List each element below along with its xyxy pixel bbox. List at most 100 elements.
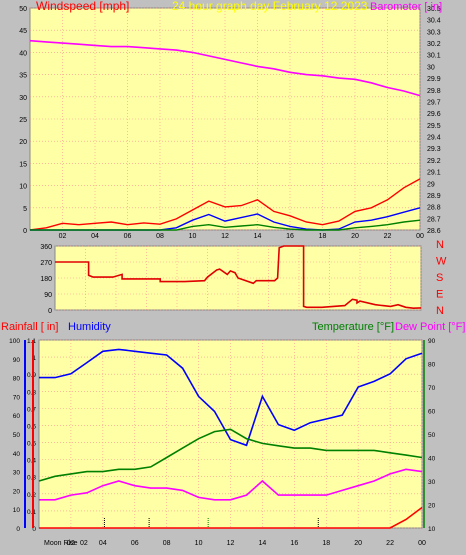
wind-x-tick-label: 08 [156,233,164,240]
wind-y-tick-label: 10 [19,184,27,191]
wind-x-tick-label: 10 [189,233,197,240]
temperature-series-line [38,428,423,482]
temperature-y-tick-label: 80 [428,362,436,369]
temperature-y-tick-label: 90 [428,338,436,345]
barometer-y-tick-label: 30.2 [427,41,441,48]
temp-x-tick-label: 16 [290,540,298,547]
temp-x-tick-label: 04 [99,540,107,547]
humidity-y-tick-label: 20 [13,488,21,495]
temperature-y-tick-label: 20 [428,503,436,510]
moon-first-tick-label: 02 [80,540,88,547]
compass-direction-label: W [436,256,447,268]
barometer-y-tick-label: 30.1 [427,53,441,60]
wind-x-tick-label: 02 [59,233,67,240]
wind-x-tick-label: 22 [384,233,392,240]
wind-y-tick-label: 25 [19,117,27,124]
rainfall-y-tick-label: 0.9 [27,372,36,379]
rainfall-series-line [39,506,423,529]
direction-y-tick-label: 180 [40,276,52,283]
wind-y-tick-label: 0 [23,228,27,235]
barometer-y-tick-label: 29.7 [427,99,441,106]
direction-y-tick-label: 360 [40,244,52,251]
wind-x-tick-label: 20 [351,233,359,240]
compass-direction-label: E [436,289,443,301]
barometer-y-tick-label: 29.5 [427,123,441,130]
temp-x-tick-label: 06 [131,540,139,547]
temp-x-tick-label: 20 [354,540,362,547]
rainfall-y-tick-label: 0.2 [27,492,36,499]
gust-series-line [29,178,421,231]
humidity-y-tick-label: 30 [13,470,21,477]
wind-y-tick-label: 15 [19,161,27,168]
compass-direction-label: S [436,272,443,284]
temp-x-tick-label: 10 [195,540,203,547]
wind-y-tick-label: 30 [19,95,27,102]
barometer-y-tick-label: 29.8 [427,88,441,95]
dewpoint-series-line [39,468,423,501]
temperature-y-tick-label: 10 [428,526,436,533]
wind-x-tick-label: 04 [91,233,99,240]
humidity-axis-title: Humidity [68,321,111,333]
barometer-y-tick-label: 29.6 [427,111,441,118]
barometer-y-tick-label: 30.5 [427,6,441,13]
barometer-y-tick-label: 28.7 [427,216,441,223]
temperature-y-tick-label: 60 [428,409,436,416]
barometer-y-tick-label: 30.3 [427,29,441,36]
barometer-y-tick-label: 29 [427,181,435,188]
barometer-y-tick-label: 29.4 [427,135,441,142]
humidity-y-tick-label: 90 [13,357,21,364]
wind-y-tick-label: 35 [19,73,27,80]
humidity-y-tick-label: 100 [9,338,20,345]
humidity-y-tick-label: 50 [13,432,21,439]
humidity-y-tick-label: 80 [13,376,21,383]
rainfall-y-tick-label: 0.3 [27,475,36,482]
direction-y-tick-label: 90 [44,292,52,299]
axis-labels: 0510152025303540455028.628.728.828.92929… [9,6,447,547]
temperature-y-tick-label: 40 [428,456,436,463]
barometer-y-tick-label: 28.6 [427,228,441,235]
wind-x-tick-label: 06 [124,233,132,240]
temperature-y-tick-label: 50 [428,432,436,439]
humidity-y-tick-label: 60 [13,413,21,420]
wind-y-tick-label: 45 [19,28,27,35]
wind-x-tick-label: 14 [254,233,262,240]
dewpoint-axis-title: Dew Point [°F] [395,321,465,333]
temp-x-tick-label: 12 [227,540,235,547]
barometer-y-tick-label: 30 [427,64,435,71]
rainfall-y-tick-label: 0.1 [27,509,36,516]
rainfall-y-tick-label: 0.7 [27,406,36,413]
avg-series-line [30,219,421,231]
direction-y-tick-label: 270 [40,260,52,267]
wind-x-tick-label: 18 [319,233,327,240]
barometer-y-tick-label: 30.4 [427,18,441,25]
humidity-y-tick-label: 40 [13,451,21,458]
temp-x-tick-label: 00 [418,540,426,547]
humidity-series-line [39,348,423,447]
rainfall-y-tick-label: 0.6 [27,423,36,430]
rainfall-y-tick-label: 0.5 [27,441,36,448]
wind-x-tick-label: 00 [416,233,424,240]
temp-x-tick-label: 22 [386,540,394,547]
wind-y-tick-label: 50 [19,6,27,13]
compass-direction-label: N [436,305,444,317]
barometer-y-tick-label: 29.2 [427,158,441,165]
wind-y-tick-label: 5 [23,206,27,213]
rainfall-y-tick-label: 0 [32,526,36,533]
data-series [29,39,423,529]
barometer-y-tick-label: 29.9 [427,76,441,83]
humidity-y-tick-label: 10 [13,507,21,514]
gridlines [30,7,423,529]
humidity-y-tick-label: 70 [13,394,21,401]
temp-x-tick-label: 02 [67,540,75,547]
temperature-y-tick-label: 70 [428,385,436,392]
temperature-y-tick-label: 30 [428,479,436,486]
wind-x-tick-label: 16 [286,233,294,240]
rainfall-y-tick-label: 1 [32,355,36,362]
temp-x-tick-label: 14 [259,540,267,547]
wind-direction-series-line [55,245,422,310]
compass-direction-label: N [436,239,444,251]
wind-x-tick-label: 12 [221,233,229,240]
barometer-y-tick-label: 29.3 [427,146,441,153]
